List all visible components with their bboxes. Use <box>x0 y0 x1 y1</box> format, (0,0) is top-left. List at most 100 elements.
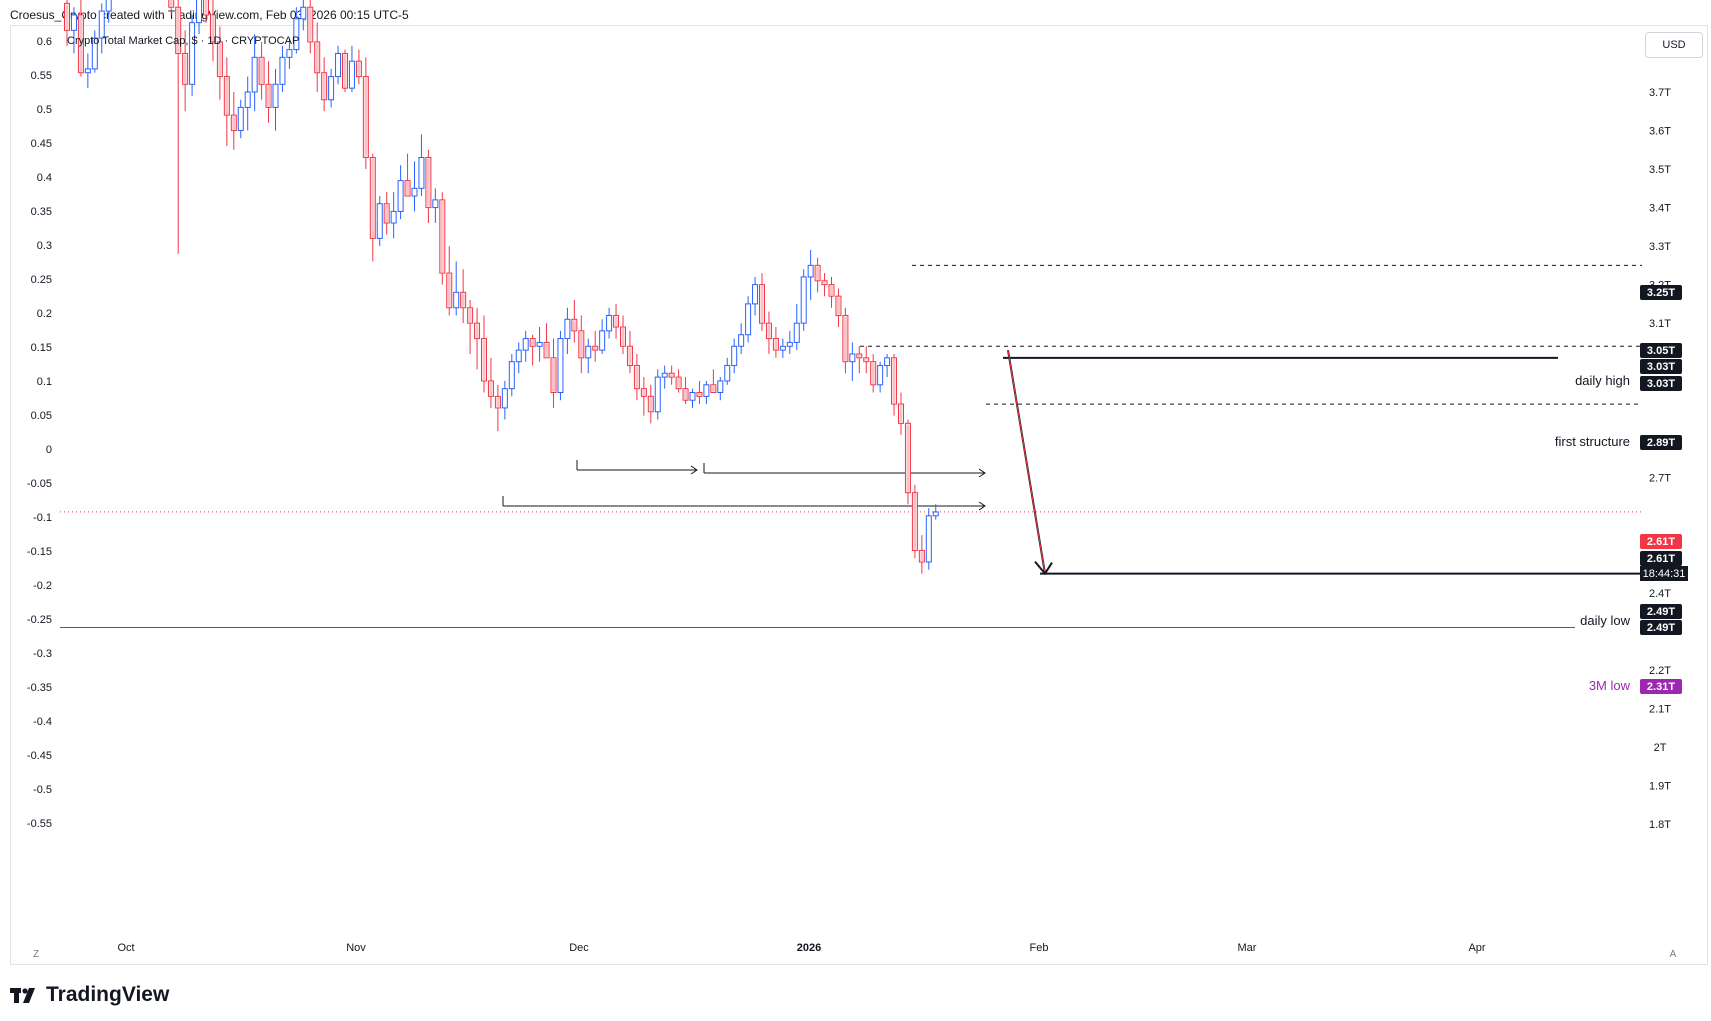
candle-fill <box>440 200 444 273</box>
candle <box>703 380 710 405</box>
candle <box>216 26 223 100</box>
candle-body <box>877 365 884 386</box>
candle-body <box>70 14 77 31</box>
candle-fill <box>823 281 827 284</box>
price-label: 2.89T <box>1640 435 1682 450</box>
candle-fill <box>857 354 861 357</box>
candle <box>446 246 453 316</box>
candle <box>786 330 793 354</box>
candle-fill <box>545 343 549 357</box>
candle <box>571 300 578 343</box>
left-axis-tick: -0.3 <box>33 648 52 660</box>
right-axis-tick: 3.3T <box>1649 241 1671 253</box>
candle <box>64 0 70 46</box>
candle-body <box>738 334 745 347</box>
left-axis-tick: -0.55 <box>27 818 52 830</box>
candle-body <box>286 49 293 58</box>
candle <box>390 192 397 239</box>
price-label-box <box>1640 376 1682 391</box>
candle-fill <box>496 397 500 407</box>
candle <box>369 153 376 262</box>
candle <box>585 338 592 374</box>
price-label-box <box>1640 359 1682 374</box>
candle-body <box>328 76 335 101</box>
right-axis: 3.7T3.6T3.5T3.4T3.3T3.2T3.1T2.8T2.7T2.4T… <box>1649 87 1671 831</box>
price-label: 2.49T <box>1640 620 1682 635</box>
candle-body <box>745 303 752 336</box>
candle-fill <box>593 347 597 350</box>
time-axis-tick: Mar <box>1238 942 1257 954</box>
candle-body <box>453 291 460 309</box>
candle-fill <box>475 324 479 338</box>
candle <box>599 319 606 354</box>
right-axis-tick: 3.7T <box>1649 87 1671 99</box>
symbol-legend[interactable]: Crypto Total Market Cap, $ · 1D · CRYPTO… <box>67 35 300 47</box>
annotation-label: daily high <box>1575 373 1630 388</box>
right-axis-tick: 2.7T <box>1649 472 1671 484</box>
candle <box>230 92 237 150</box>
left-axis-tick: 0 <box>46 444 52 456</box>
right-axis-tick: 2.4T <box>1649 588 1671 600</box>
candle-fill <box>816 266 820 280</box>
candle <box>640 377 647 416</box>
candle-fill <box>371 158 375 238</box>
time-axis-tick: 2026 <box>797 942 821 954</box>
price-label-box <box>1640 285 1682 300</box>
candle <box>828 276 835 308</box>
price-label: 3.03T <box>1640 359 1682 374</box>
candle-fill <box>670 374 674 377</box>
price-label-box <box>1640 435 1682 450</box>
candle-fill <box>385 204 389 222</box>
candle <box>251 34 258 112</box>
candle-fill <box>232 116 236 130</box>
candle-body <box>717 380 724 394</box>
candle <box>606 307 613 339</box>
price-label: 3.05T <box>1640 343 1682 358</box>
candle-body <box>849 353 856 363</box>
candle <box>765 311 772 354</box>
price-labels-layer: daily high first structure daily low 3M low… <box>1555 285 1688 694</box>
candle <box>918 535 925 574</box>
candle-body <box>390 210 397 224</box>
candle <box>779 338 786 358</box>
candle <box>209 0 216 62</box>
candle-body <box>793 322 800 343</box>
candle-body <box>348 60 355 89</box>
candle <box>258 41 265 100</box>
candle <box>793 303 800 351</box>
candle-fill <box>920 551 924 562</box>
zoom-button[interactable]: Z <box>32 949 40 960</box>
candle <box>578 315 585 374</box>
candle-body <box>300 6 307 20</box>
candle-fill <box>406 181 410 196</box>
candle <box>272 68 279 131</box>
candle <box>550 338 557 408</box>
price-label-box <box>1640 604 1682 619</box>
currency-button[interactable]: USD <box>1645 32 1703 58</box>
candle <box>397 165 404 220</box>
candle <box>647 384 654 424</box>
candle-body <box>752 284 759 305</box>
candle-fill <box>614 316 618 327</box>
candle-body <box>661 372 668 378</box>
candle-fill <box>572 320 576 330</box>
candle <box>244 76 251 131</box>
candle-fill <box>489 381 493 396</box>
price-label-box <box>1640 620 1682 635</box>
candle-body <box>105 0 112 12</box>
candle-fill <box>447 274 451 307</box>
candle-fill <box>697 393 701 396</box>
candle <box>279 45 286 92</box>
left-axis-tick: -0.15 <box>27 546 52 558</box>
candle <box>494 384 501 432</box>
candle-body <box>397 180 404 212</box>
candle-fill <box>642 389 646 396</box>
candle <box>314 22 321 92</box>
auto-scale-button[interactable]: A <box>1669 949 1677 960</box>
candle <box>613 303 620 339</box>
left-axis-tick: -0.35 <box>27 682 52 694</box>
candle <box>904 419 911 505</box>
candle <box>759 273 765 331</box>
price-label: 2.61T <box>1640 551 1682 566</box>
